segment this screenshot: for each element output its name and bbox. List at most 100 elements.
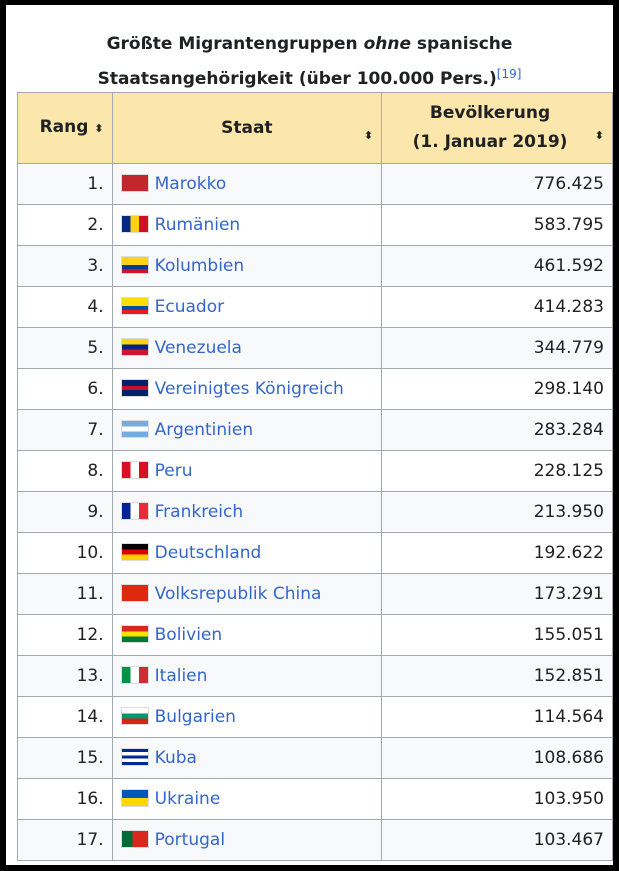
header-staat[interactable]: Staat ⬍ [111,92,383,164]
country-cell: Bolivien [111,614,383,656]
rank-cell: 5. [17,327,113,369]
population-cell: 103.950 [381,778,613,820]
population-cell: 414.283 [381,286,613,328]
flag-icon[interactable] [120,830,149,848]
caption-text-1: Größte Migrantengruppen [106,34,364,54]
flag-icon[interactable] [120,748,149,766]
rank-cell: 8. [17,450,113,492]
flag-icon[interactable] [120,666,149,684]
country-link[interactable]: Frankreich [154,502,244,522]
population-cell: 155.051 [381,614,613,656]
flag-icon[interactable] [120,502,149,520]
flag-icon[interactable] [120,215,149,233]
table-caption: Größte Migrantengruppen ohne spanische S… [6,29,613,94]
rank-cell: 15. [17,737,113,779]
country-link[interactable]: Vereinigtes Königreich [154,379,344,399]
country-link[interactable]: Italien [154,666,208,686]
caption-emphasis: ohne [363,34,411,54]
population-cell: 228.125 [381,450,613,492]
table-row: 17. Portugal 103.467 [17,819,613,861]
rank-cell: 14. [17,696,113,738]
country-link[interactable]: Kolumbien [154,256,245,276]
country-cell: Ecuador [111,286,383,328]
country-cell: Rumänien [111,204,383,246]
country-cell: Portugal [111,819,383,861]
table-row: 12. Bolivien 155.051 [17,614,613,656]
flag-icon[interactable] [120,625,149,643]
flag-icon[interactable] [120,584,149,602]
rank-cell: 12. [17,614,113,656]
table-row: 10. Deutschland 192.622 [17,532,613,574]
table-row: 9. Frankreich 213.950 [17,491,613,533]
table-row: 1. Marokko 776.425 [17,163,613,205]
header-bev-label: Bevölkerung [429,103,551,123]
migrant-groups-table: Rang ⬍ Staat ⬍ Bevölkerung (1. Januar 2019)… [17,92,613,861]
flag-icon[interactable] [120,789,149,807]
flag-icon[interactable] [120,707,149,725]
population-cell: 108.686 [381,737,613,779]
rank-cell: 2. [17,204,113,246]
flag-icon[interactable] [120,256,149,274]
rank-cell: 17. [17,819,113,861]
flag-icon[interactable] [120,297,149,315]
table-row: 7. Argentinien 283.284 [17,409,613,451]
population-cell: 776.425 [381,163,613,205]
header-rang[interactable]: Rang ⬍ [17,92,113,164]
page: Größte Migrantengruppen ohne spanische S… [6,5,613,865]
country-cell: Kolumbien [111,245,383,287]
population-cell: 192.622 [381,532,613,574]
country-cell: Argentinien [111,409,383,451]
rank-cell: 4. [17,286,113,328]
rank-cell: 11. [17,573,113,615]
table-row: 4. Ecuador 414.283 [17,286,613,328]
sort-icon[interactable]: ⬍ [94,122,104,135]
rank-cell: 7. [17,409,113,451]
country-link[interactable]: Peru [154,461,193,481]
rank-cell: 9. [17,491,113,533]
country-link[interactable]: Argentinien [154,420,254,440]
sort-icon[interactable]: ⬍ [594,129,604,142]
country-cell: Volksrepublik China [111,573,383,615]
flag-icon[interactable] [120,338,149,356]
country-cell: Peru [111,450,383,492]
population-cell: 152.851 [381,655,613,697]
country-link[interactable]: Ukraine [154,789,221,809]
rank-cell: 13. [17,655,113,697]
header-staat-label: Staat [221,117,273,138]
population-cell: 173.291 [381,573,613,615]
flag-icon[interactable] [120,543,149,561]
country-link[interactable]: Volksrepublik China [154,584,322,604]
country-cell: Deutschland [111,532,383,574]
flag-icon[interactable] [120,379,149,397]
header-bevoelkerung[interactable]: Bevölkerung (1. Januar 2019) ⬍ [381,92,613,164]
population-cell: 298.140 [381,368,613,410]
flag-icon[interactable] [120,461,149,479]
country-link[interactable]: Kuba [154,748,197,768]
country-link[interactable]: Rumänien [154,215,241,235]
country-link[interactable]: Bulgarien [154,707,236,727]
country-link[interactable]: Deutschland [154,543,262,563]
country-link[interactable]: Marokko [154,174,227,194]
rank-cell: 6. [17,368,113,410]
country-link[interactable]: Portugal [154,830,226,850]
flag-icon[interactable] [120,420,149,438]
rank-cell: 10. [17,532,113,574]
population-cell: 461.592 [381,245,613,287]
header-bev-date: (1. Januar 2019) [412,132,568,152]
rank-cell: 3. [17,245,113,287]
country-link[interactable]: Ecuador [154,297,225,317]
population-cell: 283.284 [381,409,613,451]
population-cell: 213.950 [381,491,613,533]
table-row: 2. Rumänien 583.795 [17,204,613,246]
population-cell: 583.795 [381,204,613,246]
reference-link[interactable]: [19] [496,67,522,81]
country-link[interactable]: Bolivien [154,625,223,645]
country-cell: Frankreich [111,491,383,533]
country-link[interactable]: Venezuela [154,338,242,358]
table-row: 8. Peru 228.125 [17,450,613,492]
table-row: 5. Venezuela 344.779 [17,327,613,369]
sort-icon[interactable]: ⬍ [363,129,374,142]
table-row: 16. Ukraine 103.950 [17,778,613,820]
flag-icon[interactable] [120,174,149,192]
country-cell: Marokko [111,163,383,205]
